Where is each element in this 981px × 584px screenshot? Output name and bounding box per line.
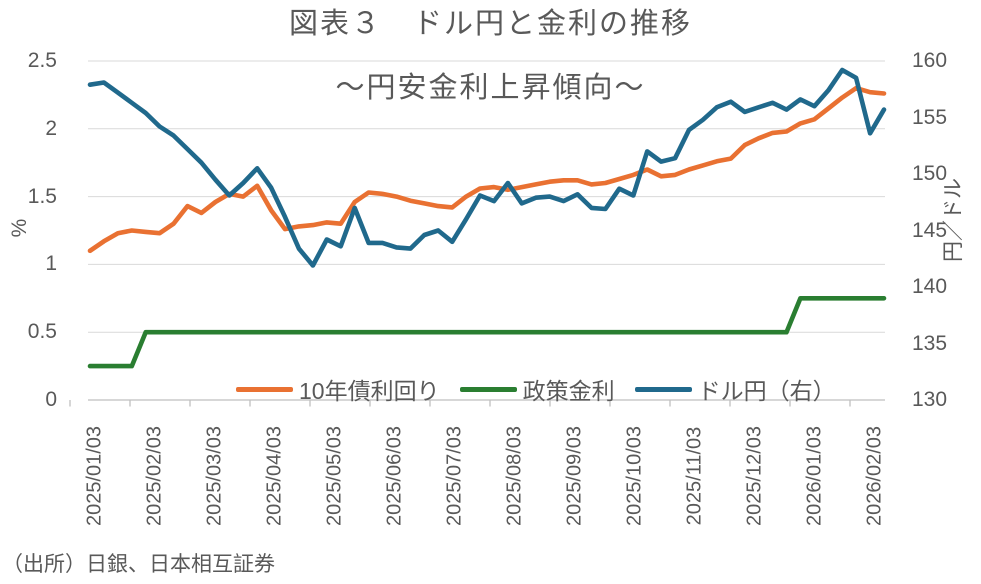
x-axis-tick-label: 2025/08/03	[503, 425, 526, 527]
x-axis-tick-label: 2025/05/03	[323, 425, 346, 527]
x-axis-tick-label: 2025/01/03	[83, 425, 106, 527]
right-axis-tick-label: 145	[912, 218, 948, 242]
right-axis-tick-label: 150	[912, 162, 948, 185]
right-axis-tick-label: 160	[912, 49, 948, 72]
right-axis-tick-label: 130	[912, 388, 948, 411]
left-axis-tick-label: 1	[45, 252, 57, 276]
x-axis-tick-label: 2025/03/03	[203, 425, 226, 527]
legend: 10年債利回り 政策金利 ドル円（右）	[236, 372, 836, 406]
left-axis-tick-label: 1.5	[27, 184, 57, 208]
series-line-政策金利	[87, 295, 887, 369]
legend-label: ドル円（右）	[697, 378, 836, 404]
left-axis-title: %	[8, 218, 31, 238]
right-axis-tick-label: 135	[912, 331, 948, 355]
right-axis-tick-label: 140	[912, 275, 948, 298]
legend-item: 政策金利	[459, 372, 615, 406]
left-axis-tick-label: 2	[45, 116, 57, 140]
legend-dash-icon	[459, 386, 517, 392]
right-axis-tick-label: 155	[912, 105, 948, 129]
legend-label: 10年債利回り	[299, 378, 440, 404]
x-axis-tick-label: 2025/02/03	[143, 425, 166, 527]
right-axis-title: 円／ドル	[942, 178, 965, 262]
x-axis-tick-label: 2025/09/03	[563, 425, 586, 527]
x-axis-tick-label: 2025/11/03	[683, 426, 706, 526]
source-note: （出所）日銀、日本相互証券	[2, 553, 275, 576]
chart-title: 図表３ ドル円と金利の推移	[288, 8, 692, 40]
left-axis-tick-label: 2.5	[27, 49, 57, 72]
legend-item: ドル円（右）	[634, 372, 836, 406]
series-line-ドル円（右）	[87, 67, 887, 268]
x-axis-tick-label: 2025/06/03	[383, 425, 406, 527]
left-axis-tick-label: 0	[45, 388, 57, 411]
x-axis-tick-label: 2025/10/03	[623, 425, 646, 527]
x-axis-tick-label: 2025/12/03	[743, 425, 766, 527]
legend-dash-icon	[236, 386, 293, 392]
x-axis-tick-label: 2025/07/03	[443, 425, 466, 527]
x-axis-tick-label: 2026/01/03	[803, 425, 826, 527]
chart-subtitle: 〜円安金利上昇傾向〜	[335, 72, 646, 104]
x-axis-tick-label: 2026/02/03	[863, 425, 886, 527]
x-axis-tick-label: 2025/04/03	[263, 425, 286, 527]
left-axis-tick-label: 0.5	[27, 320, 57, 344]
legend-item: 10年債利回り	[236, 372, 440, 406]
legend-label: 政策金利	[522, 378, 615, 404]
legend-dash-icon	[634, 386, 692, 392]
series-line-10年債利回り	[87, 85, 887, 254]
